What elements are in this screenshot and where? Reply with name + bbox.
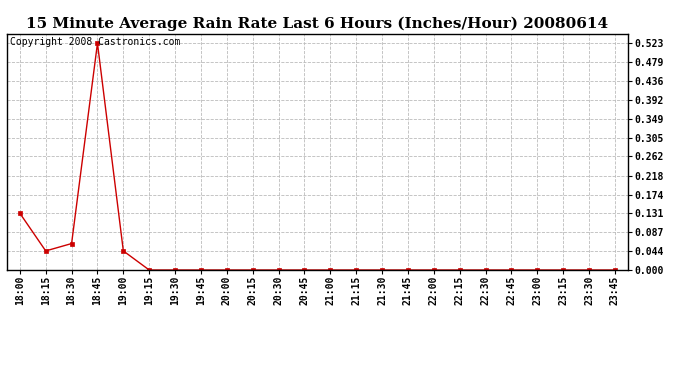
Text: Copyright 2008 Castronics.com: Copyright 2008 Castronics.com [10, 37, 180, 47]
Title: 15 Minute Average Rain Rate Last 6 Hours (Inches/Hour) 20080614: 15 Minute Average Rain Rate Last 6 Hours… [26, 17, 609, 31]
